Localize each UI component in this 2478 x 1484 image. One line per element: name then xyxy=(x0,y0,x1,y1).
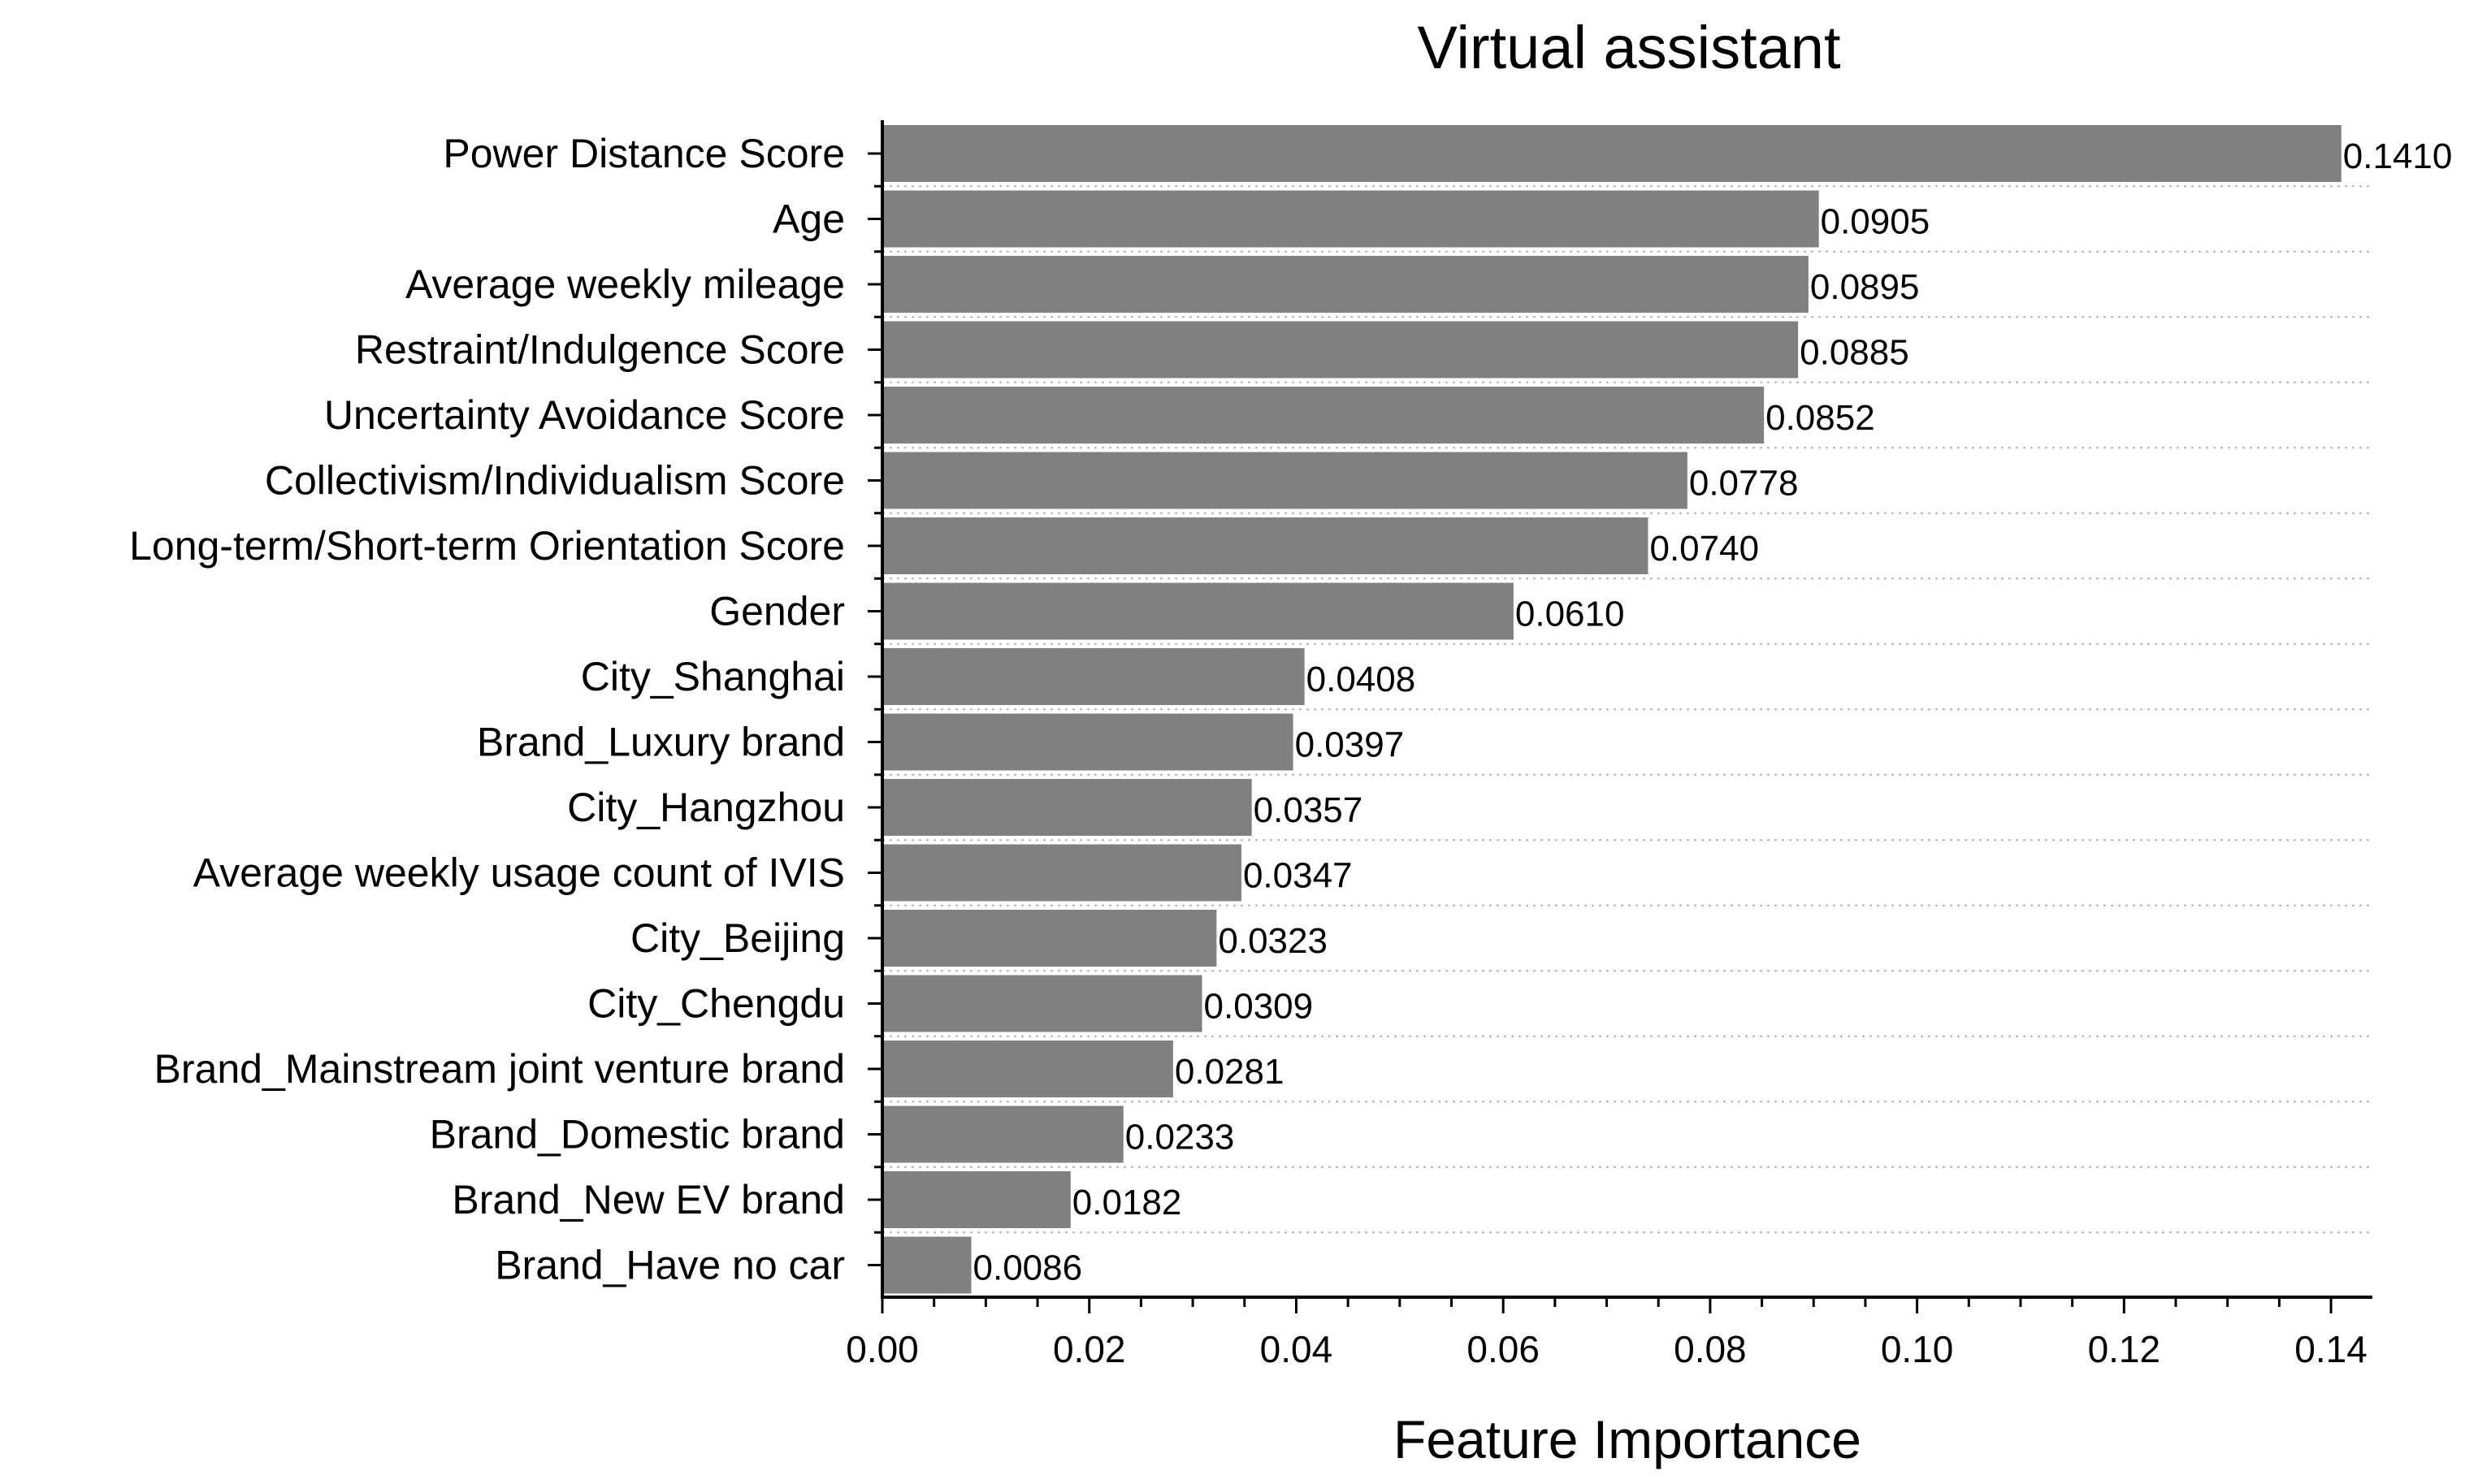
category-label: City_Hangzhou xyxy=(567,785,845,830)
category-label: Brand_Domestic brand xyxy=(430,1112,845,1157)
axis-layer xyxy=(868,120,2372,1313)
category-label: Power Distance Score xyxy=(443,131,845,176)
bar xyxy=(882,648,1305,705)
bar xyxy=(882,713,1293,771)
data-label: 0.0309 xyxy=(1204,987,1314,1027)
category-label: Age xyxy=(773,197,845,242)
category-label: Average weekly mileage xyxy=(405,262,845,307)
bar xyxy=(882,1105,1124,1163)
category-label: Brand_Luxury brand xyxy=(477,720,845,765)
data-label: 0.0357 xyxy=(1254,790,1363,830)
data-label: 0.0905 xyxy=(1821,202,1930,242)
x-tick-label: 0.14 xyxy=(2294,1328,2368,1370)
data-label: 0.0852 xyxy=(1765,398,1875,438)
bar xyxy=(882,452,1687,509)
data-label: 0.0086 xyxy=(973,1248,1083,1288)
data-label: 0.0408 xyxy=(1306,660,1416,699)
data-label: 0.1410 xyxy=(2343,136,2453,176)
data-label: 0.0895 xyxy=(1810,267,1920,307)
bar xyxy=(882,256,1809,313)
bar xyxy=(882,1171,1071,1228)
category-label: Brand_Have no car xyxy=(495,1243,845,1288)
data-label: 0.0323 xyxy=(1218,921,1328,961)
category-label: Long-term/Short-term Orientation Score xyxy=(129,523,845,569)
bar xyxy=(882,321,1799,379)
x-tick-label: 0.06 xyxy=(1466,1328,1540,1370)
data-label: 0.0610 xyxy=(1515,595,1625,634)
category-label: Brand_New EV brand xyxy=(452,1177,845,1222)
x-tick-label: 0.02 xyxy=(1053,1328,1126,1370)
x-tick-label: 0.00 xyxy=(846,1328,919,1370)
category-label: Gender xyxy=(709,589,845,634)
x-tick-label: 0.10 xyxy=(1881,1328,1954,1370)
bar xyxy=(882,975,1202,1032)
category-label: Uncertainty Avoidance Score xyxy=(324,392,845,438)
bar xyxy=(882,582,1514,640)
chart-title: Virtual assistant xyxy=(1418,14,1841,81)
data-label: 0.0885 xyxy=(1800,333,1909,373)
bar xyxy=(882,190,1819,248)
category-label: City_Beijing xyxy=(630,915,845,961)
category-label: City_Shanghai xyxy=(581,654,845,699)
bar xyxy=(882,910,1217,967)
data-label: 0.0778 xyxy=(1689,464,1799,504)
data-label: 0.0740 xyxy=(1649,529,1759,569)
data-label: 0.0182 xyxy=(1072,1183,1182,1222)
bar xyxy=(882,844,1241,902)
x-tick-label: 0.04 xyxy=(1260,1328,1333,1370)
category-label: Average weekly usage count of IVIS xyxy=(193,850,845,896)
data-label: 0.0397 xyxy=(1295,725,1405,765)
bar xyxy=(882,1041,1173,1097)
bar-layer xyxy=(882,125,2342,1294)
bar xyxy=(882,779,1252,836)
category-label: Brand_Mainstream joint venture brand xyxy=(154,1046,845,1092)
bar xyxy=(882,517,1648,574)
category-label: Collectivism/Individualism Score xyxy=(265,458,845,504)
data-label: 0.0281 xyxy=(1175,1052,1284,1092)
bar xyxy=(882,387,1765,443)
x-tick-label: 0.12 xyxy=(2088,1328,2161,1370)
x-tick-label: 0.08 xyxy=(1674,1328,1747,1370)
data-label: 0.0233 xyxy=(1125,1118,1235,1157)
bar xyxy=(882,125,2342,182)
label-layer: Power Distance Score 0.1410 Age 0.0905 Avera… xyxy=(129,131,2452,1370)
data-label: 0.0347 xyxy=(1243,856,1353,896)
category-label: City_Chengdu xyxy=(587,981,845,1027)
category-label: Restraint/Indulgence Score xyxy=(355,327,845,373)
bar xyxy=(882,1236,972,1294)
x-axis-title: Feature Importance xyxy=(1393,1409,1861,1469)
